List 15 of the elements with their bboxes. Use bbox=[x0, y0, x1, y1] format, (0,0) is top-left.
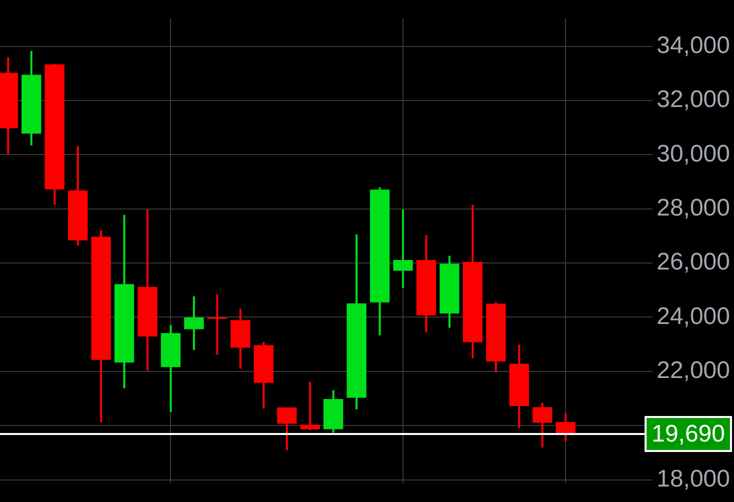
y-tick-label: 30,000 bbox=[656, 140, 730, 168]
y-tick-label: 22,000 bbox=[656, 357, 730, 384]
candlestick bbox=[207, 293, 228, 356]
y-tick-label: 24,000 bbox=[656, 302, 730, 330]
ref-line-label: 19,690 bbox=[652, 420, 725, 448]
candlestick bbox=[532, 402, 552, 449]
y-tick-label: 34,000 bbox=[656, 32, 730, 59]
y-tick-label: 28,000 bbox=[656, 194, 730, 222]
candlestick bbox=[277, 406, 297, 452]
y-tick-label: 26,000 bbox=[656, 248, 730, 276]
y-tick-label: 32,000 bbox=[656, 86, 730, 114]
candlestick bbox=[184, 295, 204, 352]
candlestick bbox=[300, 380, 320, 431]
y-tick-label: 18,000 bbox=[656, 465, 730, 492]
candlestick bbox=[393, 208, 413, 289]
